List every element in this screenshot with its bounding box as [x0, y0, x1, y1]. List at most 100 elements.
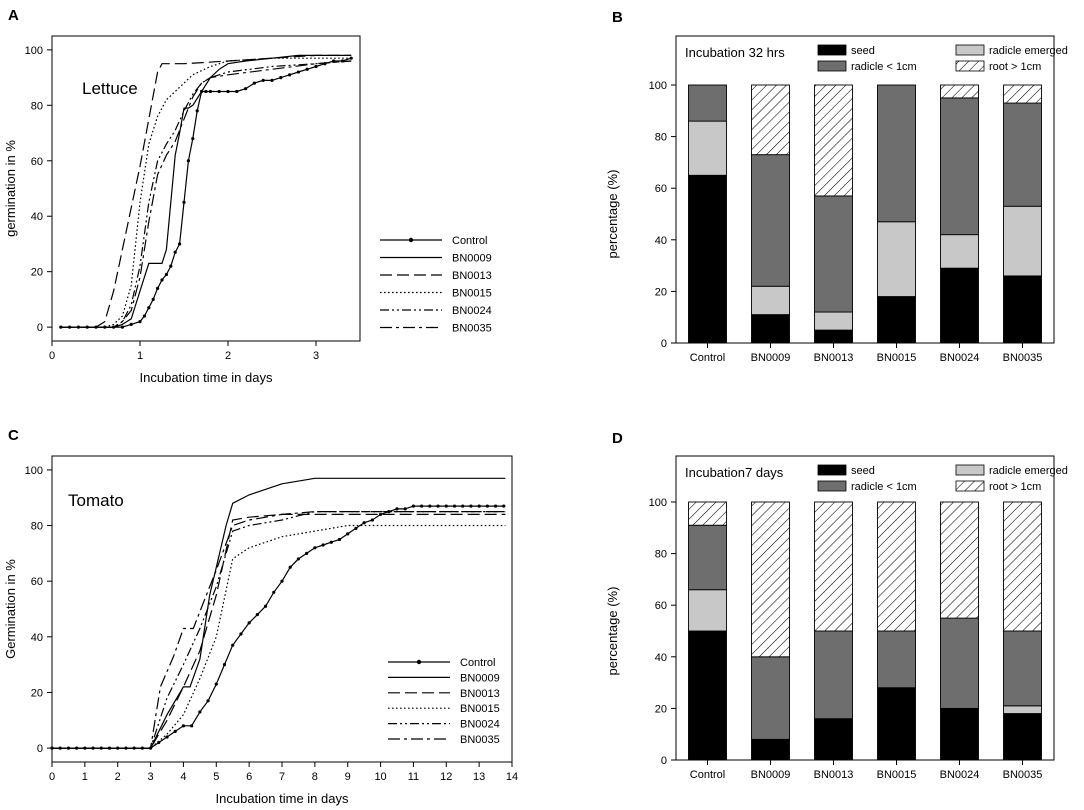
- series-line-bn0024: [60, 60, 352, 328]
- bar-segment-radicle-emerged: [1003, 705, 1042, 715]
- y-axis-label: Germination in %: [3, 559, 18, 659]
- y-tick-label: 60: [31, 156, 43, 168]
- legend-swatch-seed: [817, 44, 847, 56]
- y-tick-label: 100: [649, 80, 667, 92]
- series-line-control: [52, 505, 504, 749]
- x-tick-label: 0: [49, 350, 55, 362]
- x-category-label: BN0024: [940, 352, 980, 364]
- data-point-control: [314, 64, 318, 69]
- bar-segment-seed: [877, 687, 916, 761]
- legend-label-bn0024: BN0024: [460, 719, 500, 731]
- data-point-control: [270, 78, 274, 82]
- data-point-control: [403, 507, 407, 511]
- legend-label-radicle-emerged: radicle emerged: [989, 45, 1068, 57]
- y-tick-label: 0: [37, 743, 43, 755]
- data-point-control: [142, 314, 146, 318]
- data-point-control: [181, 724, 186, 728]
- crop-annotation: Tomato: [68, 491, 124, 510]
- data-point-control: [235, 89, 239, 94]
- bar-segment-seed: [940, 267, 979, 344]
- panel-letter-a: A: [8, 7, 19, 24]
- data-point-control: [378, 512, 383, 517]
- bar-segment-radicle-1cm: [877, 84, 916, 223]
- x-tick-label: 1: [137, 350, 143, 362]
- data-point-control: [151, 297, 155, 302]
- bar-segment-radicle-1cm: [688, 524, 727, 591]
- legend-swatch-radicle-1cm: [817, 60, 847, 72]
- data-point-control: [247, 621, 251, 625]
- data-point-control: [477, 504, 481, 508]
- bar-segment-radicle-1cm: [1003, 102, 1042, 207]
- legend-label-bn0009: BN0009: [452, 253, 492, 265]
- panel-letter-c: C: [8, 427, 19, 444]
- data-point-control: [244, 87, 248, 91]
- y-tick-label: 20: [655, 703, 667, 715]
- x-tick-label: 1: [82, 771, 88, 783]
- data-point-control: [214, 682, 218, 686]
- legend-swatch-root-1cm: [955, 60, 985, 72]
- series-line-bn0009: [52, 477, 506, 749]
- y-tick-label: 100: [25, 45, 43, 57]
- bar-segment-root-1cm: [1003, 501, 1042, 632]
- legend-label-root-1cm: root > 1cm: [989, 481, 1041, 493]
- data-point-control: [217, 89, 221, 94]
- data-point-control: [208, 89, 212, 94]
- x-tick-label: 4: [180, 771, 186, 783]
- bar-segment-radicle-1cm: [814, 630, 853, 720]
- x-category-label: BN0009: [751, 769, 791, 781]
- panel-letter-b: B: [612, 9, 623, 26]
- x-tick-label: 11: [408, 771, 419, 783]
- plot-frame: [51, 35, 361, 342]
- legend-swatch-radicle-emerged: [955, 44, 985, 56]
- data-point-control: [129, 322, 133, 326]
- data-point-control: [370, 518, 374, 522]
- x-axis-label: Incubation time in days: [140, 370, 273, 385]
- data-point-control: [420, 504, 424, 508]
- data-point-control: [444, 504, 448, 508]
- plot-frame: [675, 455, 1055, 761]
- data-point-control: [204, 89, 208, 94]
- legend-label-radicle-1cm: radicle < 1cm: [851, 481, 917, 493]
- bar-segment-seed: [751, 314, 790, 344]
- data-point-control: [164, 272, 168, 277]
- chart-title: Incubation 32 hrs: [685, 45, 785, 60]
- crop-annotation: Lettuce: [82, 79, 138, 98]
- y-tick-label: 60: [31, 576, 43, 588]
- legend-label-seed: seed: [851, 465, 875, 477]
- data-point-control: [280, 579, 284, 583]
- data-point-control: [395, 507, 399, 511]
- x-tick-label: 2: [225, 350, 231, 362]
- data-point-control: [186, 159, 190, 163]
- data-point-control: [198, 710, 202, 714]
- legend-label-bn0024: BN0024: [452, 305, 492, 317]
- data-point-control: [288, 565, 292, 569]
- bar-segment-seed: [940, 707, 979, 761]
- legend-label-control: Control: [460, 657, 495, 669]
- series-line-control: [60, 57, 352, 328]
- chart-title: Incubation7 days: [685, 465, 784, 480]
- legend-label-bn0015: BN0015: [452, 288, 492, 300]
- legend-label-bn0013: BN0013: [452, 270, 492, 282]
- x-category-label: BN0035: [1003, 769, 1043, 781]
- y-tick-label: 80: [655, 132, 667, 144]
- data-point-control: [239, 632, 243, 636]
- data-point-control: [288, 73, 292, 77]
- legend-label-control: Control: [452, 235, 487, 247]
- data-point-control: [502, 504, 506, 508]
- x-category-label: BN0035: [1003, 352, 1043, 364]
- data-point-control: [296, 557, 301, 561]
- x-tick-label: 3: [313, 350, 319, 362]
- legend-swatch-root-1cm: [955, 480, 985, 492]
- legend-label-root-1cm: root > 1cm: [989, 61, 1041, 73]
- data-point-control: [362, 521, 366, 525]
- data-point-control: [428, 504, 432, 508]
- data-point-control: [452, 504, 457, 508]
- data-point-control: [346, 532, 350, 536]
- bar-segment-root-1cm: [1003, 84, 1042, 104]
- series-line-bn0013: [52, 513, 506, 749]
- data-point-control: [231, 643, 235, 647]
- legend-swatch-radicle-1cm: [817, 480, 847, 492]
- data-point-control: [173, 250, 177, 254]
- y-axis-label: percentage (%): [605, 170, 620, 259]
- y-tick-label: 60: [655, 183, 667, 195]
